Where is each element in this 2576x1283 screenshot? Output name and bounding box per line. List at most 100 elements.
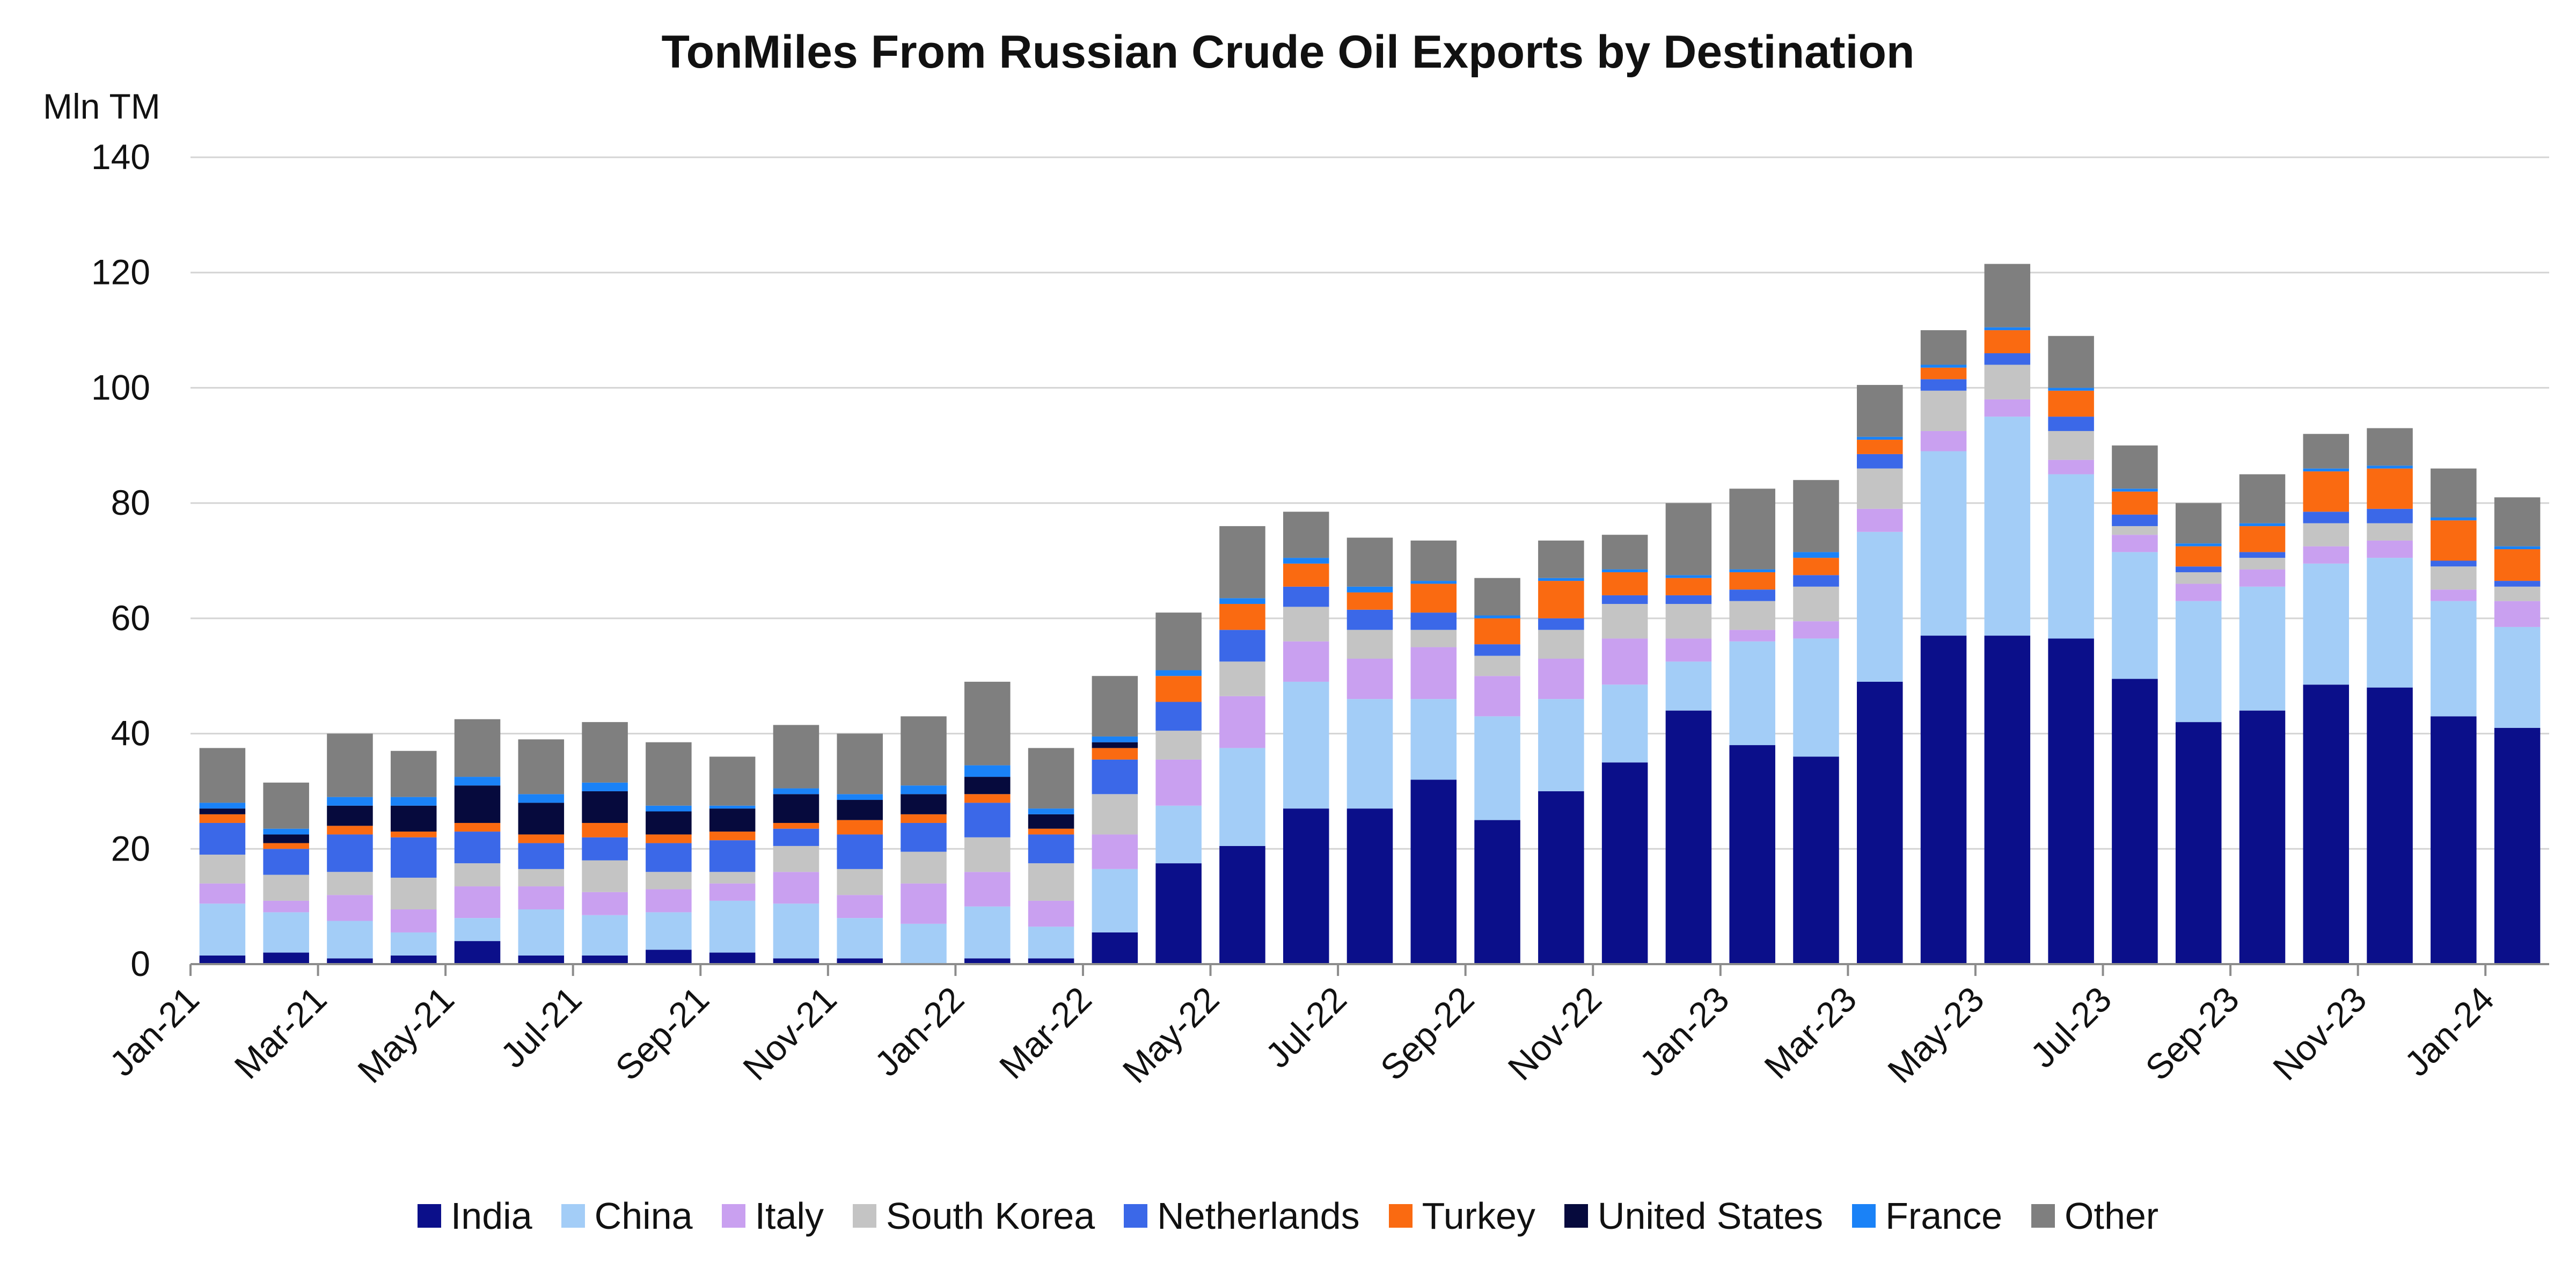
bar-segment [1474, 676, 1520, 717]
bar-segment [327, 834, 373, 872]
bar-segment [263, 843, 309, 849]
bar-segment [1092, 869, 1138, 932]
bar-segment [1155, 731, 1202, 760]
bar-segment [327, 733, 373, 797]
bar-segment [2048, 638, 2094, 964]
bar-segment [2175, 566, 2222, 572]
bar-segment [2494, 497, 2541, 546]
bar-segment [582, 860, 628, 892]
bar-segment [199, 903, 246, 956]
bar-segment [2367, 428, 2413, 466]
bar-segment [199, 808, 246, 814]
bar-segment [2367, 540, 2413, 558]
bar-segment [1538, 791, 1584, 964]
bar-segment [964, 777, 1011, 794]
bar-segment [709, 805, 756, 809]
bar-segment [1346, 537, 1393, 587]
bar-segment [454, 918, 501, 942]
bar-segment [1857, 508, 1903, 532]
bar-segment [327, 826, 373, 835]
bar-segment [2303, 684, 2350, 964]
bar-segment [1665, 604, 1712, 639]
bar-segment [199, 883, 246, 904]
bar-segment [454, 863, 501, 887]
legend-label: India [450, 1195, 532, 1237]
y-tick-label: 40 [111, 713, 150, 753]
bar-segment [582, 892, 628, 915]
bar-segment [2048, 460, 2094, 475]
bar-segment [1729, 641, 1775, 746]
bar-segment [199, 814, 246, 823]
bar-segment [773, 725, 819, 789]
bar-segment [1857, 436, 1903, 440]
bar-segment [454, 822, 501, 832]
bar-segment [1028, 834, 1074, 864]
bar-segment [709, 952, 756, 964]
bar-segment [1028, 900, 1074, 927]
legend-swatch [852, 1204, 876, 1228]
legend-swatch [1852, 1204, 1876, 1228]
bar-segment [390, 750, 437, 797]
bar-segment [709, 808, 756, 832]
bar-segment [709, 883, 756, 901]
bar-segment [964, 803, 1011, 837]
bar-segment [1092, 932, 1138, 964]
x-tick-label: Sep-23 [2138, 979, 2246, 1088]
x-tick-label: May-23 [1880, 979, 1992, 1091]
bar-segment [1920, 636, 1967, 964]
bar-segment [263, 912, 309, 953]
legend-label: Italy [755, 1195, 824, 1237]
bar-segment [1601, 572, 1648, 595]
bar-segment [2367, 558, 2413, 688]
bar-segment [1283, 586, 1329, 607]
bar-segment [1346, 586, 1393, 593]
bar-segment [263, 849, 309, 875]
bar-segment [1665, 710, 1712, 964]
bar-segment [1984, 327, 2031, 331]
x-tick-label: Sep-21 [608, 979, 716, 1088]
bar-segment [646, 834, 692, 843]
legend: India China Italy South Korea Netherlands Tur… [0, 1194, 2576, 1237]
bar-segment [1283, 641, 1329, 682]
bar-segment [837, 958, 883, 964]
bar-segment [582, 822, 628, 837]
bar-segment [2048, 417, 2094, 431]
bar-segment [1601, 638, 1648, 685]
x-tick-label: Jan-21 [102, 979, 207, 1084]
bar-segment [2112, 535, 2158, 552]
bar-segment [1219, 845, 1265, 964]
bar-segment [1155, 759, 1202, 806]
bar-segment [964, 837, 1011, 872]
bar-segment [1857, 531, 1903, 682]
bar-segment [2431, 601, 2477, 717]
bar-segment [773, 903, 819, 959]
bar-segment [1601, 762, 1648, 964]
bar-segment [454, 785, 501, 823]
bar-segment [1793, 638, 1839, 757]
bar-segment [837, 918, 883, 959]
bar-segment [327, 872, 373, 895]
bar-segment [1219, 526, 1265, 599]
x-tick-label: May-22 [1115, 979, 1226, 1091]
bar-segment [1729, 745, 1775, 964]
bar-segment [582, 791, 628, 823]
x-tick-label: Nov-23 [2265, 979, 2374, 1088]
bar-segment [2048, 336, 2094, 388]
bar-segment [1984, 353, 2031, 365]
bar-segment [1538, 618, 1584, 630]
bar-segment [1283, 563, 1329, 587]
bar-segment [518, 886, 565, 910]
bar-segment [1793, 552, 1839, 558]
bar-segment [1538, 540, 1584, 578]
bar-segment [454, 719, 501, 777]
bar-segment [1346, 659, 1393, 699]
bar-segment [518, 794, 565, 803]
bar-segment [646, 889, 692, 913]
legend-label: China [594, 1195, 693, 1237]
bar-segment [2431, 468, 2477, 517]
bar-segment [582, 782, 628, 791]
bar-segment [2303, 471, 2350, 512]
x-tick-label: Jul-21 [493, 979, 589, 1075]
bar-segment [901, 923, 947, 964]
